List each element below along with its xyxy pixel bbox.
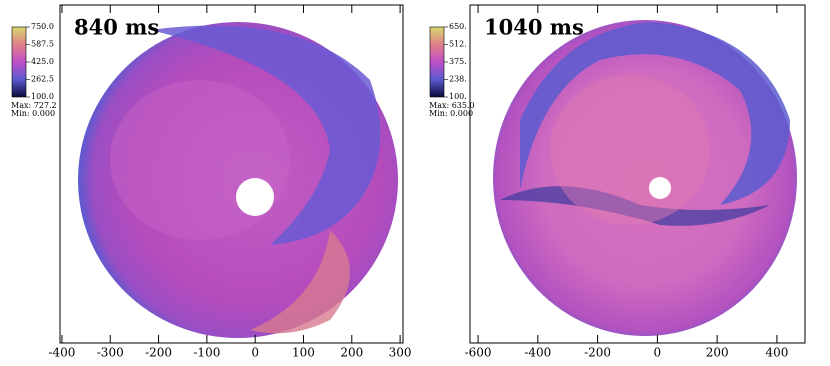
panel-title: 1040 ms [484, 15, 584, 40]
colorbar-tick-label: 425.0 [31, 57, 54, 66]
colorbar-tick-label: 750.0 [31, 22, 54, 31]
x-tick-label: 200 [340, 346, 363, 360]
colorbar [429, 26, 445, 98]
colorbar-tick-label: 375. [449, 57, 467, 66]
stat-label: Min: 0.000 [11, 109, 55, 118]
x-tick-label: 400 [765, 346, 788, 360]
stat-label: Min: 0.000 [429, 109, 473, 118]
x-tick-label: 100 [292, 346, 315, 360]
x-tick-label: 0 [654, 346, 662, 360]
panel-title: 840 ms [74, 15, 159, 40]
plot-frame [59, 4, 404, 344]
x-tick-label: 0 [251, 346, 259, 360]
x-tick-label: 200 [706, 346, 729, 360]
x-tick-label: -200 [584, 346, 611, 360]
stat-label: Max: 635.0 [429, 101, 475, 110]
stat-label: Max: 727.2 [11, 101, 57, 110]
colorbar-tick-label: 587.5 [31, 40, 54, 49]
field-panel-1 [78, 22, 398, 338]
field-panel-2 [493, 20, 797, 336]
colorbar-tick-label: 238. [449, 74, 467, 83]
colorbar [11, 26, 27, 98]
x-tick-label: 300 [389, 346, 412, 360]
plot-frame [469, 4, 806, 344]
colorbar-tick-label: 262.5 [31, 75, 54, 84]
colorbar-tick-label: 100. [449, 92, 467, 101]
x-tick-label: -300 [97, 346, 124, 360]
x-tick-label: -600 [465, 346, 492, 360]
x-tick-label: -200 [145, 346, 172, 360]
x-tick-label: -400 [48, 346, 75, 360]
colorbar-tick-label: 100.0 [31, 92, 54, 101]
x-tick-label: -100 [193, 346, 220, 360]
x-tick-label: -400 [524, 346, 551, 360]
colorbar-tick-label: 512. [449, 40, 467, 49]
colorbar-tick-label: 650. [449, 22, 467, 31]
